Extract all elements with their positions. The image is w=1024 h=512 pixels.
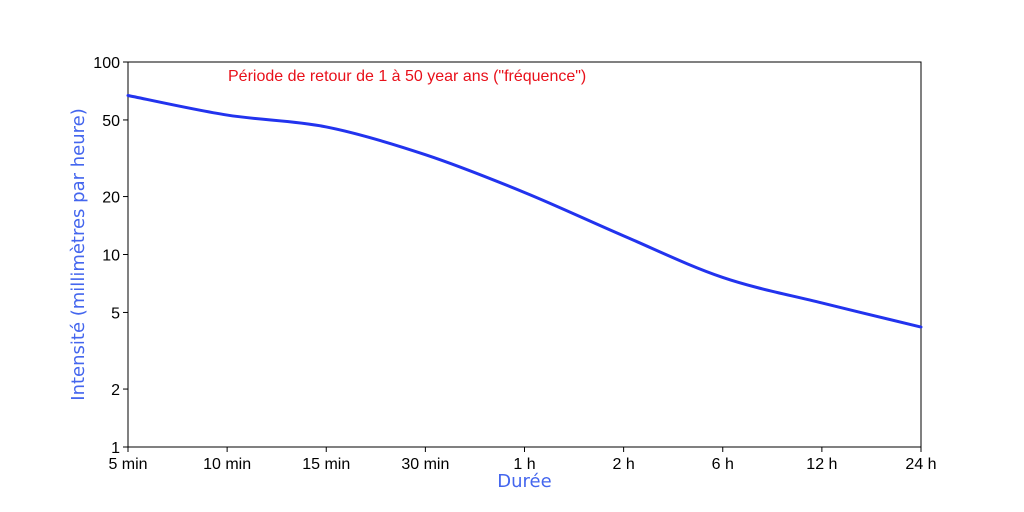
x-tick-label: 10 min xyxy=(203,456,251,473)
x-axis: 5 min 10 min 15 min 30 min 1 h 2 h 6 h 12 h 24 h xyxy=(108,447,937,473)
y-tick-label: 100 xyxy=(93,55,120,72)
y-tick-label: 5 xyxy=(111,305,120,322)
series-line xyxy=(126,93,923,329)
x-tick-label: 6 h xyxy=(712,456,734,473)
y-tick-label: 10 xyxy=(102,248,120,265)
x-tick-label: 15 min xyxy=(302,456,350,473)
x-tick-label: 24 h xyxy=(905,456,936,473)
y-tick-label: 20 xyxy=(102,190,120,207)
chart-annotation: Période de retour de 1 à 50 year ans ("f… xyxy=(228,68,586,85)
y-axis-label: Intensité (millimètres par heure) xyxy=(68,108,89,400)
plot-frame xyxy=(127,61,922,448)
x-tick-label: 5 min xyxy=(108,456,147,473)
y-tick-label: 1 xyxy=(111,440,120,457)
y-axis: 1 2 5 10 20 50 100 xyxy=(93,55,128,457)
y-tick-label: 2 xyxy=(111,382,120,399)
x-tick-label: 30 min xyxy=(401,456,449,473)
x-tick-label: 12 h xyxy=(806,456,837,473)
x-axis-label: Durée xyxy=(497,471,551,492)
x-tick-label: 2 h xyxy=(613,456,635,473)
y-tick-label: 50 xyxy=(102,113,120,130)
series-points xyxy=(127,95,922,328)
x-tick-label: 1 h xyxy=(513,456,535,473)
